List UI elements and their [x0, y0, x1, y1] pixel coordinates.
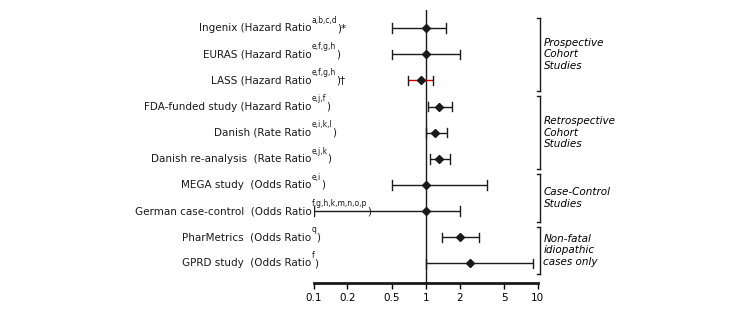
Text: ): ): [367, 206, 371, 216]
Text: ): ): [317, 232, 320, 242]
Text: ): ): [332, 128, 336, 138]
Text: e,i: e,i: [311, 173, 320, 182]
Text: MEGA study  (Odds Ratio: MEGA study (Odds Ratio: [181, 180, 311, 190]
Text: e,f,g,h: e,f,g,h: [311, 68, 335, 77]
Text: Danish (Rate Ratio: Danish (Rate Ratio: [214, 128, 311, 138]
Text: e,j,k: e,j,k: [311, 146, 328, 156]
Text: )†: )†: [335, 75, 345, 86]
Text: German case-control  (Odds Ratio: German case-control (Odds Ratio: [134, 206, 311, 216]
Text: PharMetrics  (Odds Ratio: PharMetrics (Odds Ratio: [182, 232, 311, 242]
Text: e,i,k,l: e,i,k,l: [311, 120, 332, 129]
Text: f: f: [311, 251, 314, 260]
Text: Danish re-analysis  (Rate Ratio: Danish re-analysis (Rate Ratio: [151, 154, 311, 164]
Text: ): ): [328, 154, 332, 164]
Text: ): ): [314, 258, 318, 268]
Text: ): ): [326, 102, 330, 112]
Text: LASS (Hazard Ratio: LASS (Hazard Ratio: [211, 75, 311, 86]
Text: ): ): [335, 49, 340, 59]
Text: Case-Control
Studies: Case-Control Studies: [543, 187, 610, 209]
Text: q: q: [311, 225, 317, 234]
Text: ): ): [320, 180, 325, 190]
Text: a,b,c,d: a,b,c,d: [311, 16, 337, 25]
Text: Ingenix (Hazard Ratio: Ingenix (Hazard Ratio: [199, 23, 311, 33]
Text: e,j,f: e,j,f: [311, 94, 326, 103]
Text: Prospective
Cohort
Studies: Prospective Cohort Studies: [543, 38, 604, 71]
Text: )*: )*: [337, 23, 347, 33]
Text: Retrospective
Cohort
Studies: Retrospective Cohort Studies: [543, 116, 616, 149]
Text: Non-fatal
idiopathic
cases only: Non-fatal idiopathic cases only: [543, 234, 598, 267]
Text: f,g,h,k,m,n,o,p: f,g,h,k,m,n,o,p: [311, 199, 367, 208]
Text: EURAS (Hazard Ratio: EURAS (Hazard Ratio: [203, 49, 311, 59]
Text: FDA-funded study (Hazard Ratio: FDA-funded study (Hazard Ratio: [144, 102, 311, 112]
Text: e,f,g,h: e,f,g,h: [311, 42, 335, 51]
Text: GPRD study  (Odds Ratio: GPRD study (Odds Ratio: [182, 258, 311, 268]
